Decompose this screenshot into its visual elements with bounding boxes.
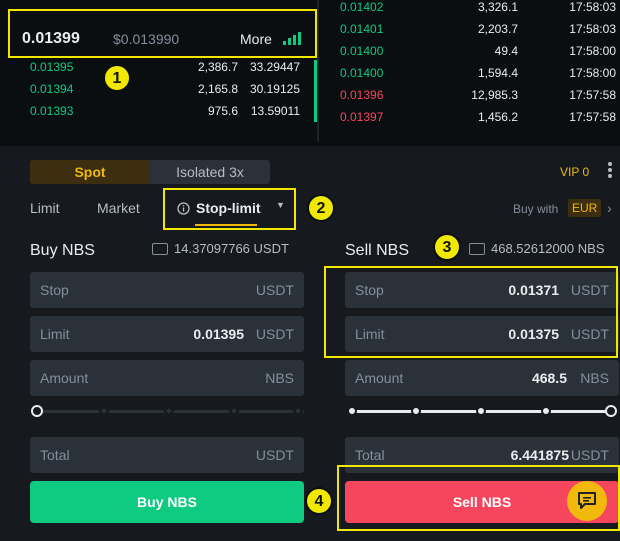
buy-amount-field[interactable]: Amount NBS [30, 360, 304, 396]
trade-row: 0.01402 3,326.1 17:58:03 [340, 0, 610, 20]
sell-balance: 468.52612000 NBS [469, 241, 604, 256]
buy-limit-unit: USDT [256, 326, 294, 342]
chat-button[interactable] [567, 481, 607, 521]
orderbook-row[interactable]: 0.01395 2,386.7 33.29447 [30, 60, 300, 80]
buy-amount-label: Amount [40, 370, 88, 386]
orderbook-price: 0.01395 [30, 60, 73, 74]
orderbook-row[interactable]: 0.01394 2,165.8 30.19125 [30, 82, 300, 102]
buy-limit-field[interactable]: Limit 0.01395 USDT [30, 316, 304, 352]
chevron-right-icon[interactable]: › [607, 200, 612, 216]
sell-slider-knob[interactable] [605, 405, 617, 417]
buy-stop-unit: USDT [256, 282, 294, 298]
buy-balance: 14.37097766 USDT [152, 241, 289, 256]
orderbook-price: 0.01394 [30, 82, 73, 96]
wallet-icon [152, 243, 168, 255]
trade-amount: 1,594.4 [440, 66, 518, 80]
sell-slider-node[interactable] [476, 406, 486, 416]
column-divider [317, 0, 319, 142]
buy-total-unit: USDT [256, 447, 294, 463]
currency-badge[interactable]: EUR [568, 199, 601, 217]
sell-slider-node[interactable] [541, 406, 551, 416]
orderbook-amount: 2,386.7 [170, 60, 238, 74]
sell-balance-value: 468.52612000 NBS [491, 241, 604, 256]
buy-title: Buy NBS [30, 242, 95, 260]
buy-limit-value[interactable]: 0.01395 [193, 326, 244, 342]
trade-price: 0.01400 [340, 66, 383, 80]
trade-amount: 12,985.3 [440, 88, 518, 102]
buy-limit-label: Limit [40, 326, 70, 342]
annotation-4: 4 [305, 487, 333, 515]
trade-price: 0.01396 [340, 88, 383, 102]
sell-total-label: Total [355, 447, 385, 463]
vip-badge[interactable]: VIP 0 [560, 165, 589, 179]
annotation-1: 1 [103, 64, 131, 92]
trade-price: 0.01397 [340, 110, 383, 124]
buy-with-label[interactable]: Buy with [513, 202, 558, 216]
trade-time: 17:58:03 [550, 22, 616, 36]
tab-market[interactable]: Market [97, 200, 140, 216]
highlight-box-price [8, 9, 317, 58]
highlight-box-stop-limit-fields [324, 266, 618, 358]
tab-isolated[interactable]: Isolated 3x [150, 160, 270, 184]
orderbook-total: 13.59011 [240, 104, 300, 118]
trade-amount: 2,203.7 [440, 22, 518, 36]
sell-amount-value[interactable]: 468.5 [532, 370, 567, 386]
depth-bar [314, 60, 317, 122]
trade-time: 17:58:03 [550, 0, 616, 14]
sell-slider-node[interactable] [347, 406, 357, 416]
sell-total-value[interactable]: 6.441875 [511, 447, 569, 463]
trade-time: 17:57:58 [550, 110, 616, 124]
sell-amount-unit: NBS [580, 370, 609, 386]
annotation-3: 3 [433, 233, 461, 261]
trade-row: 0.01401 2,203.7 17:58:03 [340, 22, 610, 42]
trade-price: 0.01401 [340, 22, 383, 36]
orderbook-amount: 975.6 [170, 104, 238, 118]
trade-row: 0.01396 12,985.3 17:57:58 [340, 88, 610, 108]
orderbook-price: 0.01393 [30, 104, 73, 118]
buy-amount-unit: NBS [265, 370, 294, 386]
trade-time: 17:57:58 [550, 88, 616, 102]
trade-amount: 49.4 [440, 44, 518, 58]
orderbook-row[interactable]: 0.01393 975.6 13.59011 [30, 104, 300, 124]
buy-total-field[interactable]: Total USDT [30, 437, 304, 473]
buy-slider-knob[interactable] [31, 405, 43, 417]
trade-price: 0.01402 [340, 0, 383, 14]
sell-amount-label: Amount [355, 370, 403, 386]
trade-row: 0.01400 1,594.4 17:58:00 [340, 66, 610, 86]
trade-price: 0.01400 [340, 44, 383, 58]
sell-slider-node[interactable] [411, 406, 421, 416]
wallet-icon [469, 243, 485, 255]
buy-total-label: Total [40, 447, 70, 463]
kebab-menu-icon[interactable] [606, 160, 614, 180]
trade-amount: 1,456.2 [440, 110, 518, 124]
trade-row: 0.01400 49.4 17:58:00 [340, 44, 610, 64]
orderbook-total: 30.19125 [240, 82, 300, 96]
orderbook-total: 33.29447 [240, 60, 300, 74]
buy-stop-field[interactable]: Stop USDT [30, 272, 304, 308]
tab-spot[interactable]: Spot [30, 160, 150, 184]
sell-amount-field[interactable]: Amount 468.5 NBS [345, 360, 619, 396]
trade-row: 0.01397 1,456.2 17:57:58 [340, 110, 610, 130]
buy-stop-label: Stop [40, 282, 69, 298]
chat-icon [577, 492, 597, 510]
sell-title: Sell NBS [345, 242, 409, 260]
orderbook-amount: 2,165.8 [170, 82, 238, 96]
annotation-2: 2 [307, 194, 335, 222]
trade-time: 17:58:00 [550, 44, 616, 58]
buy-button[interactable]: Buy NBS [30, 481, 304, 523]
highlight-box-stop-limit [163, 188, 296, 230]
trade-time: 17:58:00 [550, 66, 616, 80]
sell-total-unit: USDT [571, 447, 609, 463]
tab-limit[interactable]: Limit [30, 200, 60, 216]
buy-balance-value: 14.37097766 USDT [174, 241, 289, 256]
trade-amount: 3,326.1 [440, 0, 518, 14]
